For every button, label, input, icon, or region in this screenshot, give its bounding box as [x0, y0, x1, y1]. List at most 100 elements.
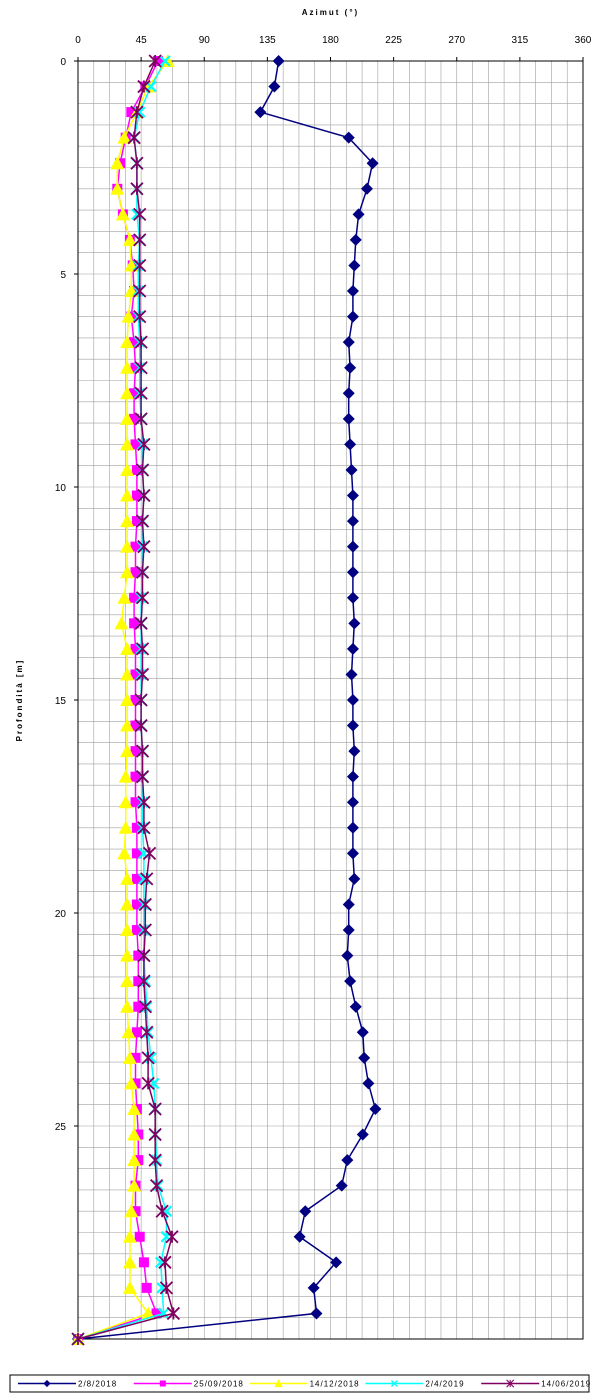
axis-ticks: 0 45 90 135 180 225 270 315 360 0 5 10 15 20 25 [55, 35, 592, 1133]
data-point-x [142, 1026, 154, 1039]
data-point-square [129, 413, 140, 424]
data-point-triangle [120, 462, 135, 476]
data-point-star [506, 1379, 515, 1388]
data-point-triangle [120, 718, 135, 732]
data-point-square [130, 643, 141, 654]
data-point-diamond [352, 208, 365, 221]
data-point-triangle [115, 207, 130, 221]
data-point-square [133, 1001, 144, 1012]
data-point-star [130, 182, 144, 196]
data-point-triangle [120, 999, 135, 1013]
data-point-star [130, 156, 144, 170]
data-point-square [134, 1231, 145, 1242]
data-point-square [130, 541, 141, 552]
data-point-diamond [346, 847, 359, 860]
data-point-diamond [349, 233, 362, 246]
data-point-triangle [122, 1050, 137, 1064]
data-point-triangle [117, 846, 132, 860]
data-point-square [130, 746, 141, 757]
data-point-square [126, 107, 137, 118]
data-point-diamond [346, 642, 359, 655]
data-point-diamond [348, 617, 361, 630]
data-point-star [133, 233, 147, 247]
data-point-triangle [120, 411, 135, 425]
data-point-triangle [120, 539, 135, 553]
data-point-x [132, 310, 145, 323]
data-point-diamond [293, 1230, 306, 1243]
data-point-square [133, 950, 144, 961]
data-point-triangle [118, 769, 133, 783]
data-point-diamond [272, 55, 285, 67]
data-point-square [131, 490, 142, 501]
data-point-diamond [360, 182, 373, 195]
data-point-diamond [348, 872, 361, 885]
data-point-triangle [120, 693, 135, 706]
data-point-star [135, 565, 150, 579]
data-point-diamond [346, 719, 359, 732]
data-point-x [135, 591, 147, 604]
data-point-triangle [120, 744, 135, 758]
data-point-square [131, 1027, 142, 1038]
data-point-square [152, 56, 163, 66]
data-point-triangle [120, 437, 135, 451]
data-point-star [165, 1230, 179, 1244]
data-point-star [137, 540, 151, 554]
data-point-square [131, 873, 142, 884]
data-point-triangle [110, 156, 125, 170]
x-tick-label: 225 [385, 35, 402, 46]
data-point-star [137, 795, 151, 809]
data-point-square [129, 337, 140, 348]
data-point-diamond [346, 489, 359, 502]
y-tick-label: 10 [55, 483, 67, 494]
data-point-star [148, 1127, 162, 1142]
data-point-x [133, 336, 146, 348]
data-point-triangle [120, 335, 135, 349]
x-tick-label: 90 [199, 35, 211, 46]
data-point-x [140, 1000, 153, 1013]
data-point-star [137, 974, 151, 988]
data-point-star [135, 514, 150, 528]
data-point-diamond [342, 898, 355, 911]
data-point-square [130, 1078, 141, 1089]
data-point-diamond [346, 285, 359, 298]
data-point-diamond [348, 745, 361, 758]
data-point-triangle [122, 232, 137, 246]
data-point-triangle [120, 514, 135, 528]
data-point-diamond [335, 1179, 348, 1192]
data-point-x [150, 1154, 163, 1166]
data-point-triangle [120, 565, 135, 579]
x-tick-label: 315 [512, 35, 529, 46]
series-group [71, 54, 382, 1346]
x-tick-label: 0 [75, 35, 81, 46]
data-point-star [148, 54, 162, 68]
data-point-x [135, 668, 147, 681]
legend-item: 14/12/2018 [249, 1379, 359, 1389]
data-point-diamond [310, 1307, 323, 1320]
data-point-diamond [345, 463, 358, 476]
data-point-star [134, 616, 148, 630]
data-point-diamond [344, 438, 357, 451]
data-point-square [133, 1155, 144, 1166]
data-point-square [138, 1257, 149, 1268]
data-point-triangle [120, 948, 135, 962]
data-point-star [134, 693, 148, 707]
data-point-star [155, 1204, 169, 1218]
data-point-x [135, 643, 147, 655]
x-axis-title: Azimut (°) [302, 8, 359, 17]
data-point-triangle [110, 181, 125, 195]
data-point-star [166, 1306, 181, 1321]
data-point-star [138, 897, 152, 912]
data-point-diamond [254, 106, 267, 119]
data-point-star [140, 1025, 154, 1039]
data-point-x [138, 898, 150, 911]
data-point-square [130, 1206, 141, 1217]
x-tick-label: 180 [322, 35, 339, 46]
data-point-x [138, 924, 150, 936]
data-point-diamond [356, 1026, 369, 1039]
data-point-triangle [127, 1178, 142, 1192]
data-point-triangle [118, 795, 133, 809]
data-point-star [135, 642, 150, 656]
y-tick-label: 5 [60, 270, 66, 281]
data-point-triangle [127, 1101, 142, 1115]
